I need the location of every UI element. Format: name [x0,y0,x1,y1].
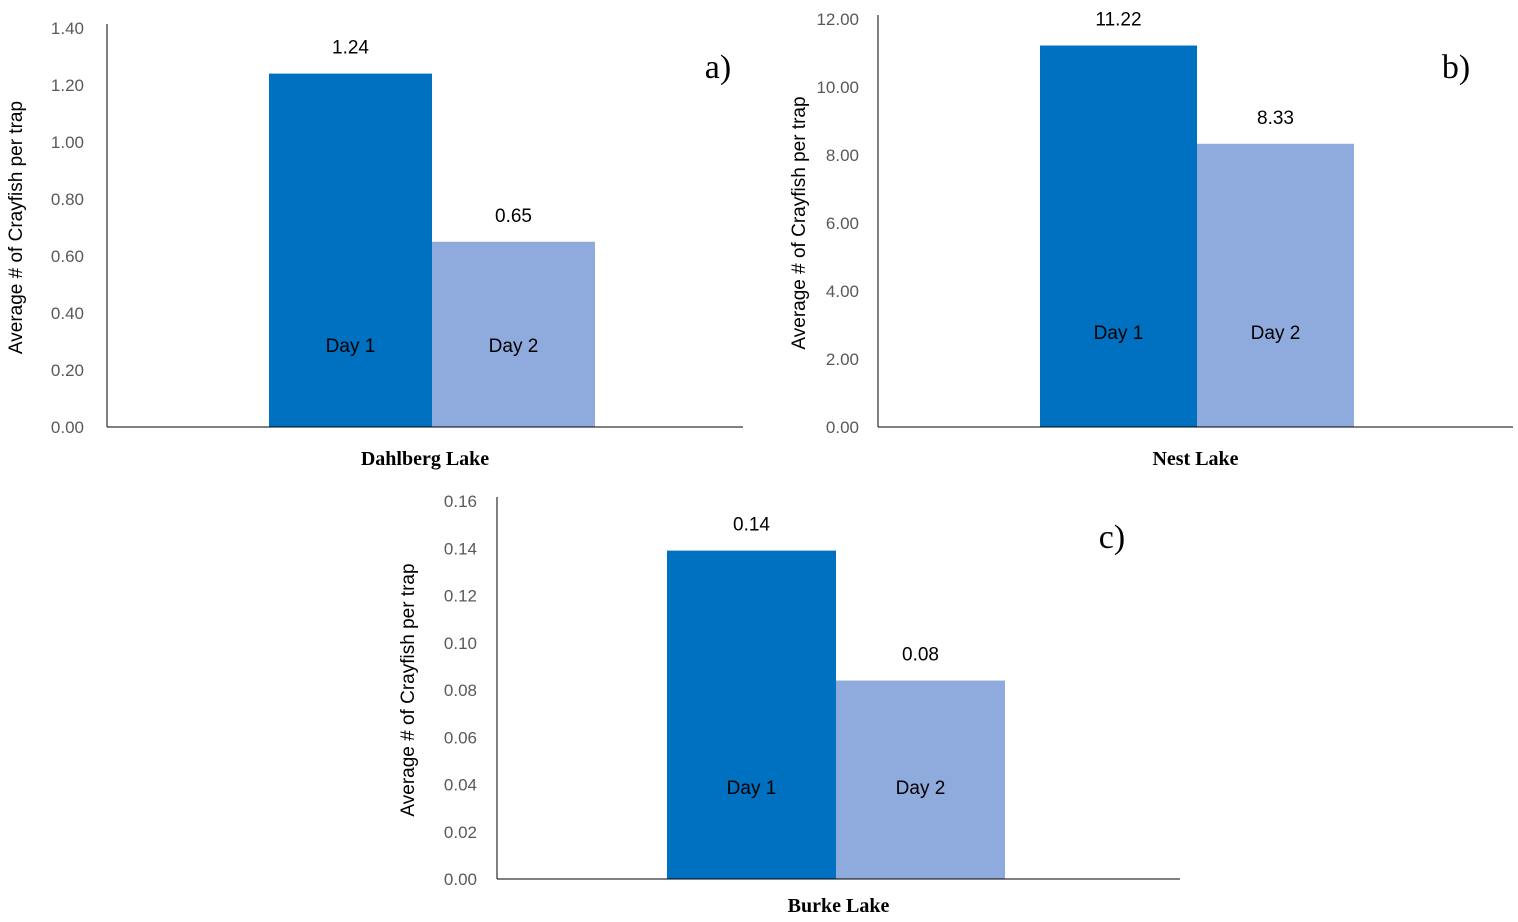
y-tick-label: 2.00 [826,350,859,369]
y-tick-label: 0.06 [444,728,477,747]
category-label: Day 1 [326,336,376,357]
y-tick-label: 0.00 [444,870,477,889]
panel-label: a) [705,49,731,86]
y-tick-label: 0.02 [444,823,477,842]
bar-day-1 [1040,45,1197,428]
y-tick-label: 0.20 [51,361,84,380]
category-label: Day 1 [727,778,777,799]
bar-day-2 [432,241,595,427]
x-axis-title: Dahlberg Lake [361,448,489,470]
y-tick-label: 1.20 [51,76,84,95]
data-label: 1.24 [332,38,369,59]
y-tick-label: 0.00 [826,418,859,437]
y-tick-label: 10.00 [816,78,859,97]
bar-day-2 [836,680,1005,879]
y-tick-label: 0.60 [51,247,84,266]
y-axis-title: Average # of Crayfish per trap [6,101,27,354]
panel-label: c) [1099,519,1125,556]
y-tick-label: 0.16 [444,492,477,511]
y-tick-label: 0.10 [444,634,477,653]
category-label: Day 2 [1251,323,1301,344]
y-axis-title: Average # of Crayfish per trap [398,563,419,816]
bar-day-2 [1197,143,1354,427]
y-tick-label: 12.00 [816,10,859,29]
bar-day-1 [269,73,432,427]
x-axis-title: Burke Lake [788,895,890,917]
data-label: 8.33 [1257,108,1294,129]
data-label: 0.08 [902,645,939,666]
bar-day-1 [667,550,836,879]
y-tick-label: 4.00 [826,282,859,301]
y-tick-label: 0.12 [444,587,477,606]
data-label: 0.65 [495,206,532,227]
y-tick-label: 0.40 [51,304,84,323]
data-label: 11.22 [1095,10,1141,31]
y-tick-label: 6.00 [826,214,859,233]
category-label: Day 2 [896,778,946,799]
category-label: Day 2 [489,336,539,357]
y-tick-label: 0.14 [444,539,477,558]
x-axis-title: Nest Lake [1152,448,1238,470]
y-tick-label: 0.80 [51,190,84,209]
data-label: 0.14 [733,515,770,536]
panel-label: b) [1442,49,1470,86]
y-tick-label: 8.00 [826,146,859,165]
y-tick-label: 0.00 [51,418,84,437]
y-tick-label: 1.40 [51,19,84,38]
y-tick-label: 0.08 [444,681,477,700]
y-tick-label: 1.00 [51,133,84,152]
category-label: Day 1 [1094,323,1144,344]
chart-panel: 0.00 0.20 0.40 0.60 0.80 1.00 1.20 1.40 1.24 Day … [6,19,743,470]
y-axis-title: Average # of Crayfish per trap [789,96,810,349]
y-tick-label: 0.04 [444,776,477,795]
chart-panel: 0.00 0.02 0.04 0.06 0.08 0.10 0.12 0.14 0.16 0.14… [398,492,1180,917]
chart-panel: 0.00 2.00 4.00 6.00 8.00 10.00 12.00 11.22 Day 1… [789,10,1513,470]
